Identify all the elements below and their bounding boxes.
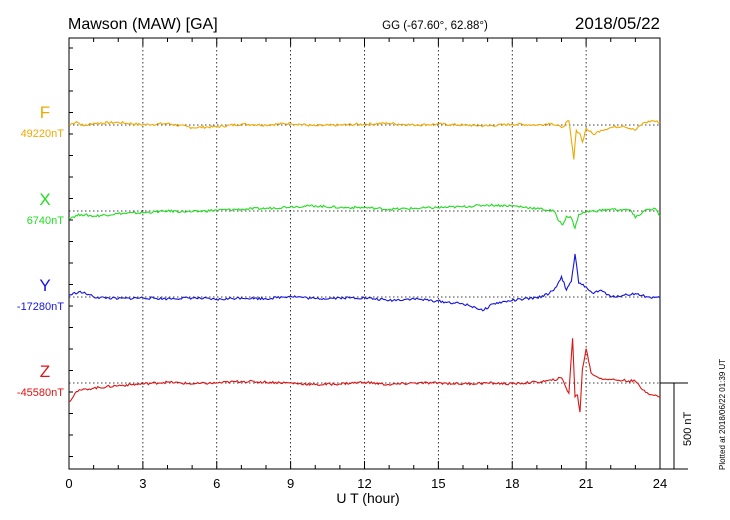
x-tick-label: 15 bbox=[431, 476, 445, 491]
label-layer: F 49220nT X 6740nT Y -17280nT Z -45580nT bbox=[17, 103, 64, 399]
x-tick-label: 6 bbox=[213, 476, 220, 491]
series-name-y: Y bbox=[39, 276, 50, 295]
x-tick-label: 24 bbox=[653, 476, 667, 491]
series-line-z bbox=[68, 338, 660, 413]
x-tick-label: 12 bbox=[357, 476, 371, 491]
x-tick-label: 0 bbox=[65, 476, 72, 491]
series-line-y bbox=[68, 253, 661, 312]
series-line-f bbox=[68, 120, 661, 160]
x-tick-label: 9 bbox=[287, 476, 294, 491]
series-name-z: Z bbox=[40, 362, 50, 381]
plot-date: 2018/05/22 bbox=[575, 14, 660, 33]
plotted-note: Plotted at 2018/06/22 01:39 UT bbox=[718, 359, 727, 470]
series-layer bbox=[68, 120, 661, 413]
grid-layer bbox=[142, 38, 587, 469]
x-axis-label: U T (hour) bbox=[336, 490, 399, 506]
series-baseline-x: 6740nT bbox=[27, 215, 65, 227]
x-tick-label: 3 bbox=[139, 476, 146, 491]
series-name-f: F bbox=[40, 103, 50, 122]
x-tick-label: 21 bbox=[579, 476, 593, 491]
scale-label: 500 nT bbox=[682, 411, 694, 446]
series-baseline-z: -45580nT bbox=[17, 387, 64, 399]
x-tick-label: 18 bbox=[505, 476, 519, 491]
series-baseline-y: -17280nT bbox=[17, 301, 64, 313]
series-line-x bbox=[68, 203, 661, 230]
station-title: Mawson (MAW) [GA] bbox=[68, 16, 218, 33]
scale-bar bbox=[660, 382, 688, 470]
station-coords: GG (-67.60°, 62.88°) bbox=[382, 20, 488, 32]
series-baseline-f: 49220nT bbox=[21, 128, 65, 140]
tick-layer: 0 3 6 9 12 15 18 21 24 bbox=[65, 38, 667, 491]
series-name-x: X bbox=[39, 190, 50, 209]
baseline-layer bbox=[69, 124, 660, 384]
